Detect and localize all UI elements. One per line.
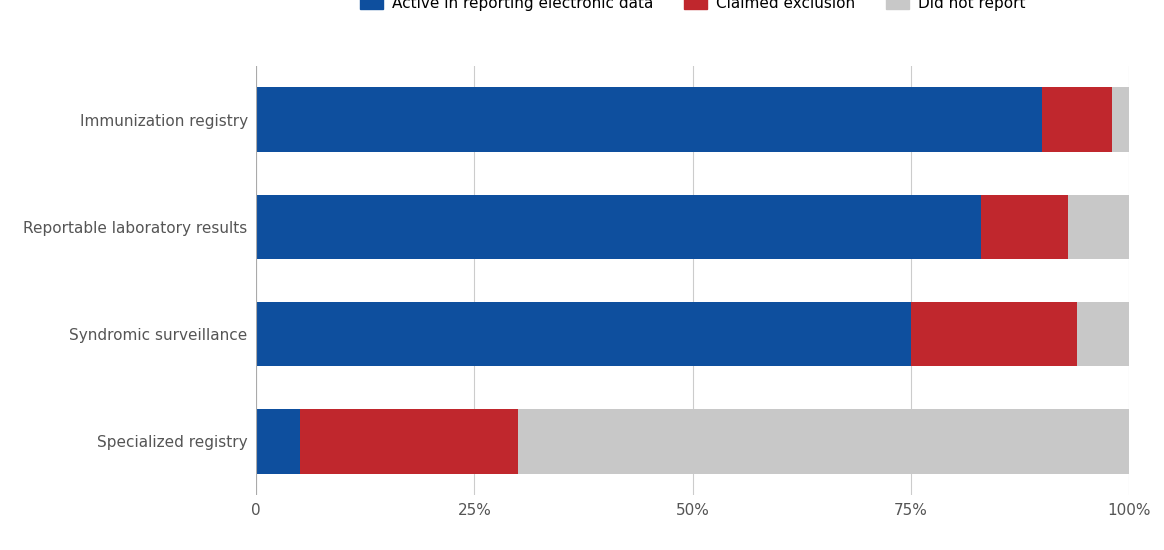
Bar [1042, 87, 1112, 152]
Bar [910, 302, 1077, 366]
Bar [1112, 87, 1129, 152]
Legend: Active in reporting electronic data, Claimed exclusion, Did not report: Active in reporting electronic data, Cla… [360, 0, 1025, 12]
Bar [518, 409, 1129, 474]
Bar [256, 195, 980, 259]
Bar [300, 409, 518, 474]
Bar [1069, 195, 1129, 259]
Bar [980, 195, 1069, 259]
Bar [1077, 302, 1129, 366]
Bar [256, 87, 1042, 152]
Bar [256, 409, 300, 474]
Bar [256, 302, 910, 366]
